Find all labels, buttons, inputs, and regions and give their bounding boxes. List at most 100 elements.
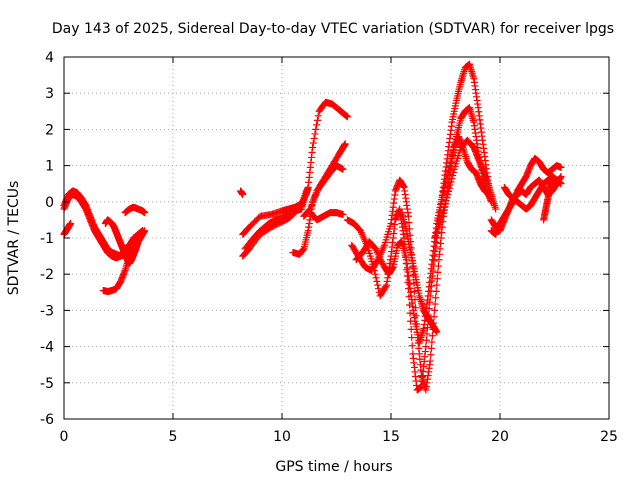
data-point — [426, 357, 434, 365]
data-point — [339, 165, 347, 173]
data-point — [374, 281, 382, 289]
series-c5 — [431, 136, 500, 242]
data-point — [239, 191, 247, 199]
data-point — [428, 338, 436, 346]
data-point — [339, 210, 347, 218]
x-tick-label: 0 — [60, 429, 69, 445]
data-point — [448, 175, 456, 183]
data-point — [443, 194, 451, 202]
data-point — [67, 220, 75, 228]
data-points — [60, 60, 565, 394]
y-tick-label: 0 — [45, 195, 54, 211]
x-tick-label: 15 — [382, 429, 400, 445]
series-c3 — [352, 133, 493, 347]
data-point — [557, 180, 565, 188]
data-point — [382, 282, 390, 290]
series-a5 — [99, 227, 146, 296]
x-axis-label: GPS time / hours — [275, 459, 392, 475]
data-point — [430, 313, 438, 321]
data-point — [341, 140, 349, 148]
data-point — [410, 287, 418, 295]
series-b7 — [306, 209, 347, 224]
data-point — [440, 206, 448, 214]
data-point — [446, 181, 454, 189]
series-d3 — [500, 172, 565, 213]
data-point — [310, 134, 318, 142]
data-point — [408, 342, 416, 350]
data-point — [434, 268, 442, 276]
x-tick-label: 5 — [169, 429, 178, 445]
data-point — [311, 130, 319, 138]
data-point — [432, 294, 440, 302]
data-point — [445, 184, 453, 192]
data-point — [557, 172, 565, 180]
data-point — [431, 306, 439, 314]
data-point — [437, 216, 445, 224]
y-tick-label: -6 — [40, 412, 54, 428]
data-point — [444, 191, 452, 199]
data-point — [433, 281, 441, 289]
data-point — [314, 112, 322, 120]
y-tick-label: 3 — [45, 86, 54, 102]
data-point — [548, 176, 556, 184]
data-point — [405, 219, 413, 227]
data-point — [442, 197, 450, 205]
data-point — [447, 178, 455, 186]
data-point — [438, 213, 446, 221]
data-point — [439, 210, 447, 218]
data-point — [302, 187, 310, 195]
data-point — [427, 351, 435, 359]
series-b2 — [239, 98, 351, 238]
data-point — [371, 270, 379, 278]
y-tick-label: 4 — [45, 50, 54, 66]
data-point — [309, 139, 317, 147]
y-tick-label: -1 — [40, 231, 54, 247]
data-point — [434, 262, 442, 270]
axis-ticks: 0 5 10 15 20 25 -6 -5 -4 -3 -2 -1 0 1 2 3 4 — [40, 50, 618, 445]
data-point — [313, 121, 321, 129]
data-point — [449, 168, 457, 176]
series-d4 — [540, 176, 556, 224]
data-point — [440, 203, 448, 211]
series-a6 — [121, 203, 149, 217]
data-point — [404, 212, 412, 220]
y-tick-label: 1 — [45, 159, 54, 175]
data-point — [492, 205, 500, 213]
data-point — [373, 277, 381, 285]
grid — [64, 57, 609, 419]
data-point — [408, 334, 416, 342]
data-point — [444, 187, 452, 195]
data-point — [312, 125, 320, 133]
data-point — [431, 300, 439, 308]
data-point — [428, 332, 436, 340]
data-point — [557, 163, 565, 171]
series-c4 — [398, 209, 441, 336]
y-tick-label: -3 — [40, 303, 54, 319]
data-point — [449, 172, 457, 180]
data-point — [441, 200, 449, 208]
x-tick-label: 20 — [491, 429, 509, 445]
data-point — [313, 116, 321, 124]
data-point — [427, 344, 435, 352]
y-tick-label: -5 — [40, 376, 54, 392]
y-axis-label: SDTVAR / TECUs — [6, 181, 22, 296]
data-point — [309, 144, 317, 151]
data-point — [422, 343, 430, 351]
data-point — [141, 209, 149, 217]
data-point — [433, 275, 441, 283]
series-b4 — [241, 187, 310, 253]
data-point — [138, 227, 146, 235]
y-tick-label: -2 — [40, 267, 54, 283]
data-point — [424, 324, 432, 332]
series-b6 — [300, 162, 347, 220]
data-point — [432, 287, 440, 295]
data-point — [422, 336, 430, 344]
y-tick-label: 2 — [45, 122, 54, 138]
data-point — [343, 113, 351, 121]
y-tick-label: -4 — [40, 340, 54, 356]
series-a2 — [60, 191, 146, 262]
x-tick-label: 25 — [600, 429, 618, 445]
data-point — [372, 274, 380, 282]
chart-title: Day 143 of 2025, Sidereal Day-to-day VTE… — [52, 21, 614, 37]
